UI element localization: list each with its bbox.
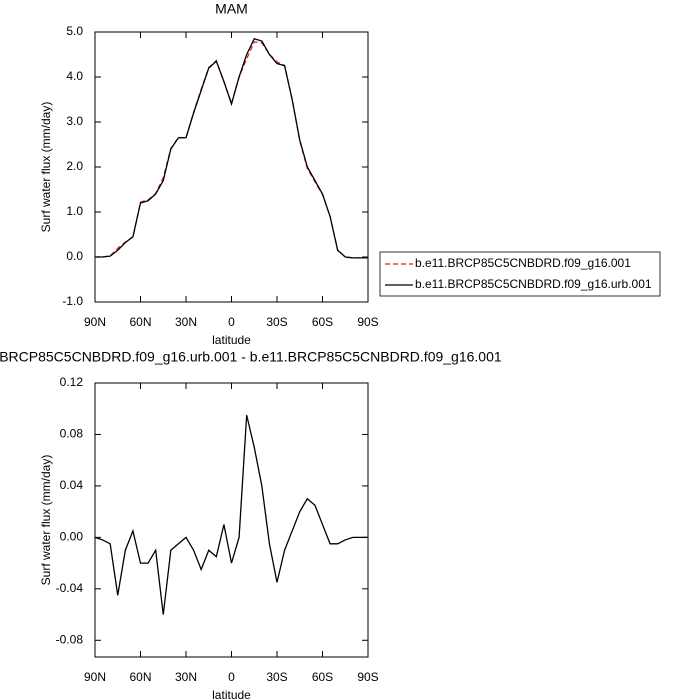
y-tick-label: 0.12	[60, 375, 84, 389]
y-tick-label: -0.04	[56, 581, 84, 595]
y-tick-label: 3.0	[66, 114, 83, 128]
y-tick-label: 5.0	[66, 24, 83, 38]
x-tick-label: 60N	[129, 315, 151, 329]
y-axis-label: Surf water flux (mm/day)	[39, 102, 53, 233]
chart-title: b.e11.BRCP85C5CNBDRD.f09_g16.urb.001 - b…	[0, 349, 502, 365]
x-tick-label: 90N	[84, 315, 106, 329]
y-tick-label: 0.04	[60, 478, 84, 492]
data-line	[95, 37, 368, 259]
x-tick-label: 90N	[84, 670, 106, 684]
x-tick-label: 30N	[175, 670, 197, 684]
y-tick-label: 2.0	[66, 159, 83, 173]
y-tick-label: 4.0	[66, 69, 83, 83]
x-tick-label: 60N	[129, 670, 151, 684]
plot-frame	[94, 382, 369, 658]
x-axis-label: latitude	[212, 688, 251, 700]
y-tick-label: 0.00	[60, 530, 84, 544]
data-line	[94, 415, 368, 615]
x-tick-label: 30N	[175, 315, 197, 329]
x-tick-label: 0	[228, 315, 235, 329]
x-tick-label: 90S	[357, 670, 378, 684]
chart-title: MAM	[215, 1, 248, 17]
x-tick-label: 90S	[357, 315, 378, 329]
x-tick-label: 30S	[266, 315, 287, 329]
legend-label: b.e11.BRCP85C5CNBDRD.f09_g16.urb.001	[415, 277, 652, 291]
x-axis-label: latitude	[212, 333, 251, 347]
y-tick-label: 1.0	[66, 204, 83, 218]
y-tick-label: -0.08	[56, 632, 84, 646]
y-axis-label: Surf water flux (mm/day)	[39, 455, 53, 586]
y-tick-label: -1.0	[62, 294, 83, 308]
x-tick-label: 60S	[312, 315, 333, 329]
y-tick-label: 0.0	[66, 249, 83, 263]
x-tick-label: 30S	[266, 670, 287, 684]
x-tick-label: 60S	[312, 670, 333, 684]
y-tick-label: 0.08	[60, 427, 84, 441]
legend-box	[379, 251, 661, 297]
x-tick-label: 0	[228, 670, 235, 684]
legend-label: b.e11.BRCP85C5CNBDRD.f09_g16.001	[415, 256, 631, 270]
plot-frame	[94, 31, 369, 303]
